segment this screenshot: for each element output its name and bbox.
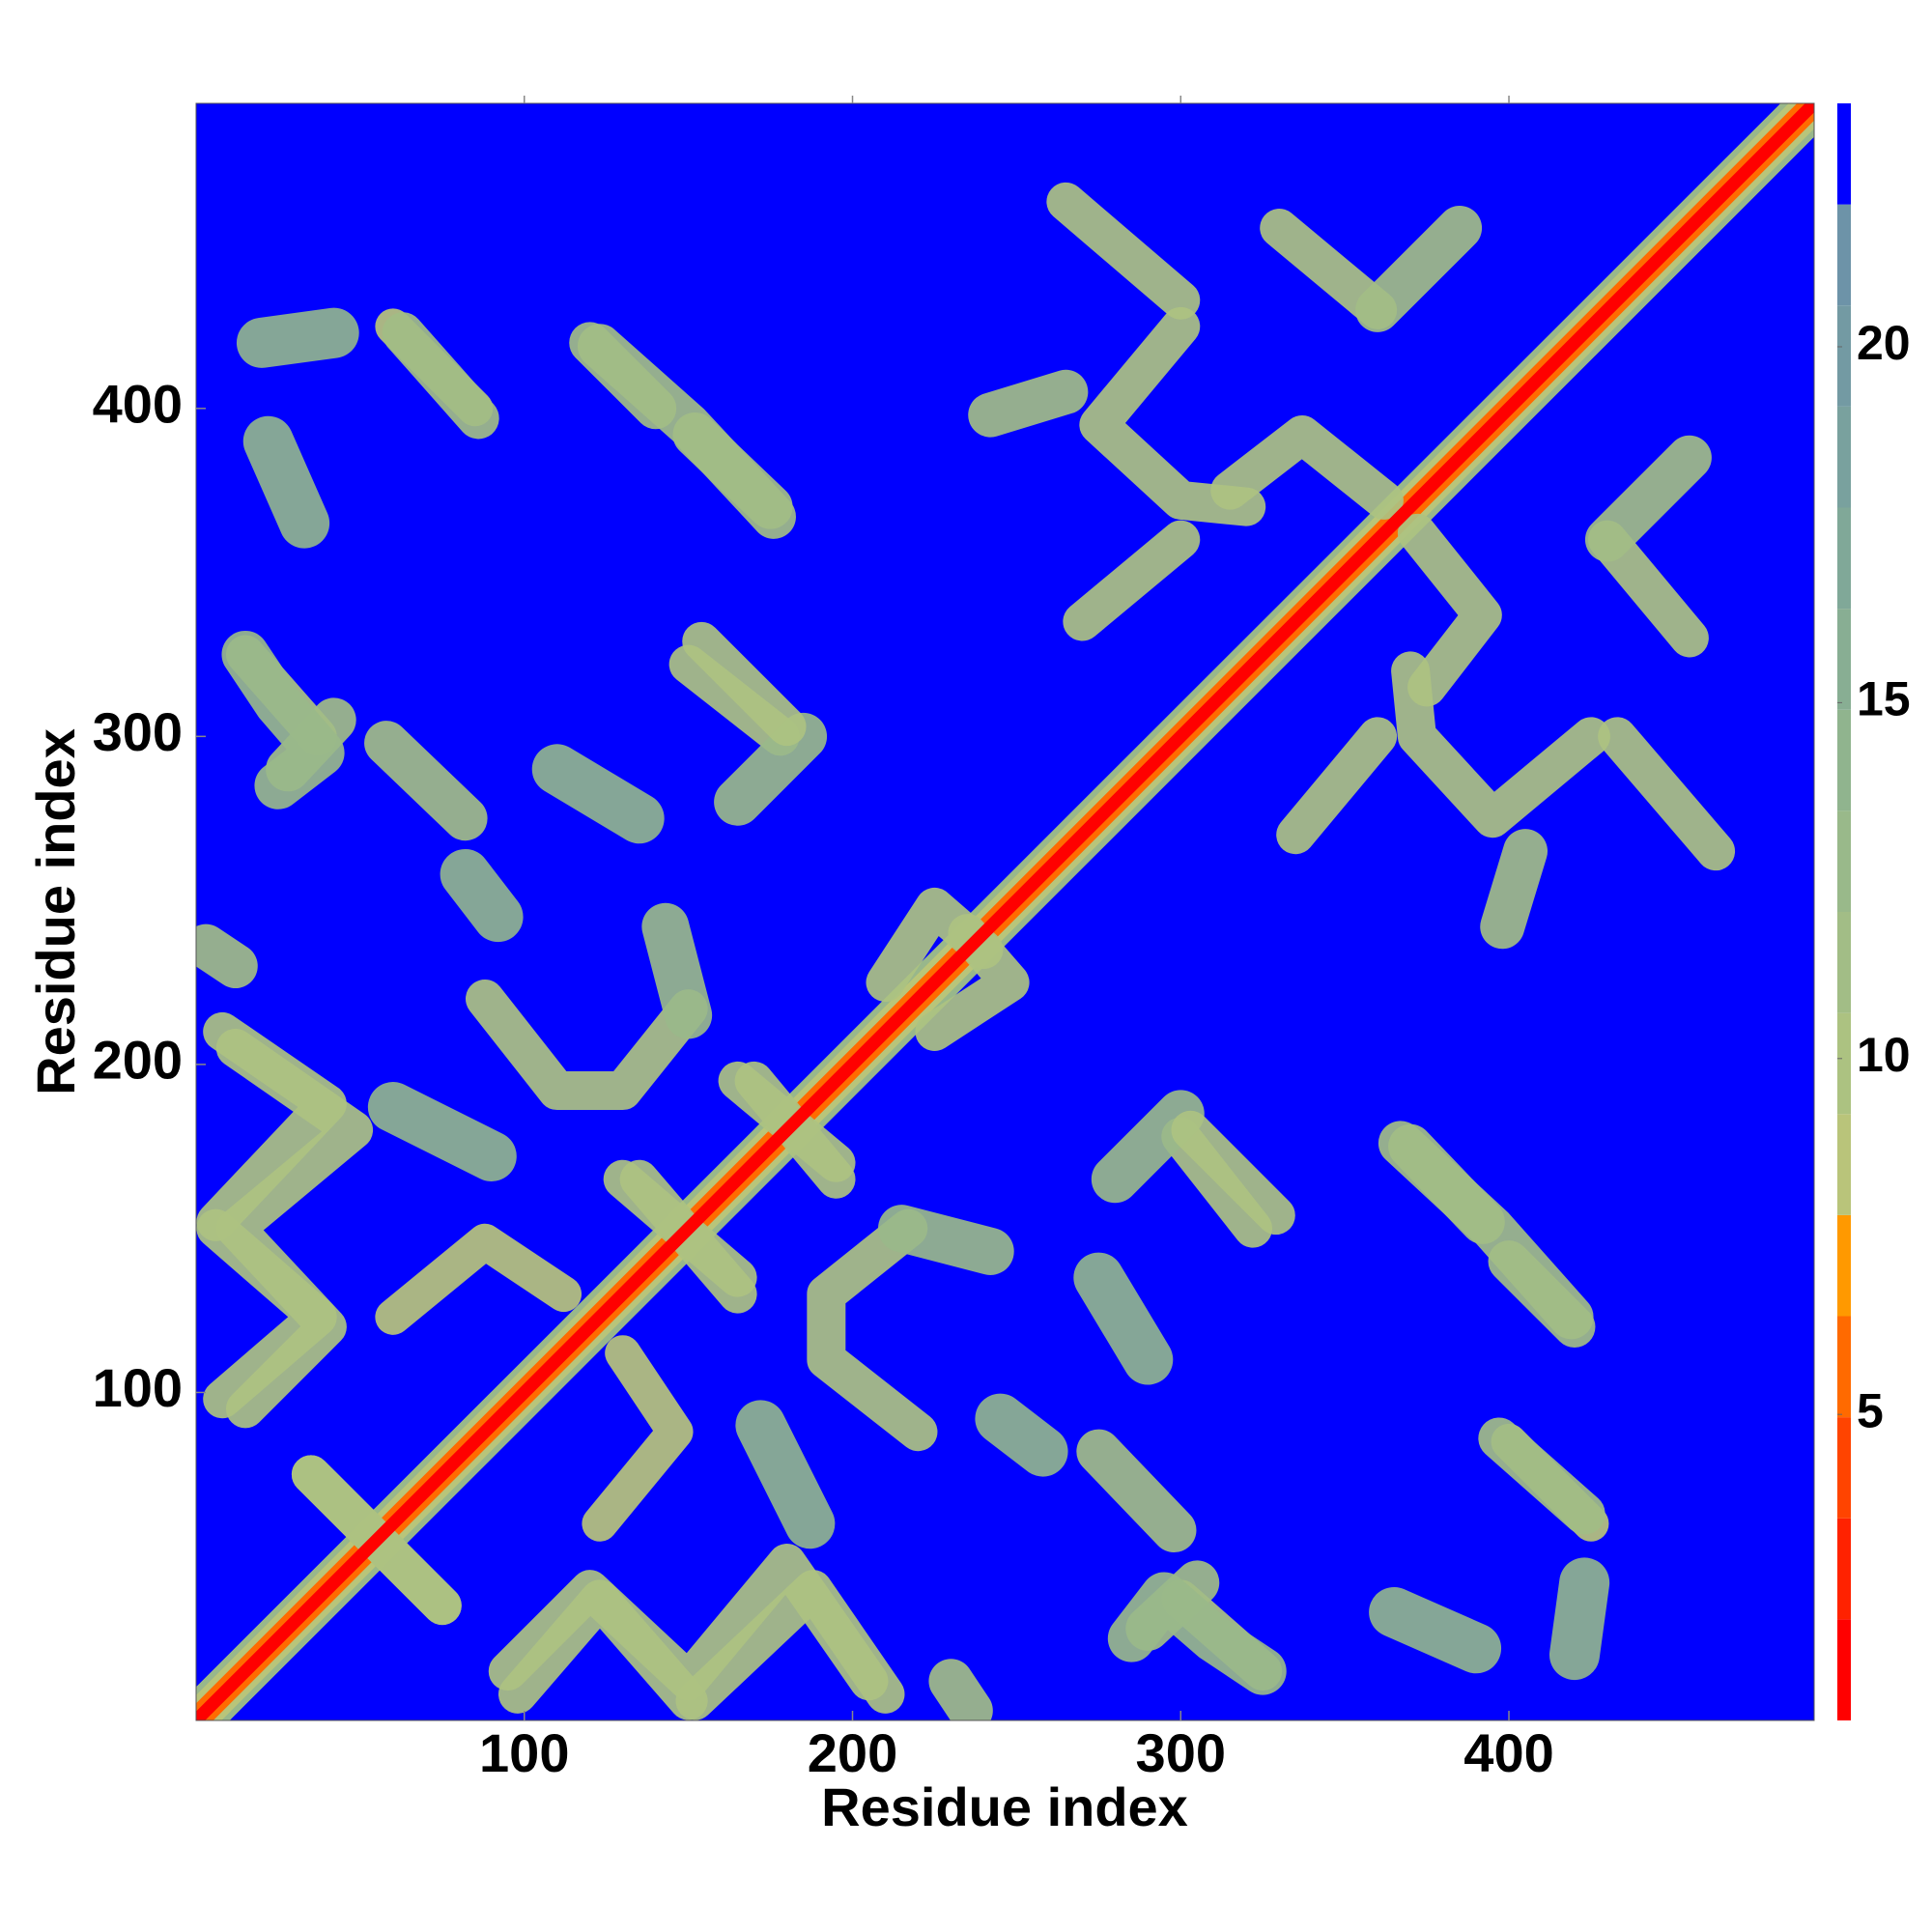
contact-band bbox=[1355, 206, 1483, 332]
colorbar-segment bbox=[1837, 204, 1851, 306]
contact-band bbox=[1073, 1252, 1174, 1385]
contact-band bbox=[1076, 1429, 1197, 1553]
colorbar-segment bbox=[1837, 609, 1851, 710]
colorbar-segment bbox=[1837, 1417, 1851, 1519]
colorbar-segment bbox=[1837, 507, 1851, 610]
contact-band bbox=[1397, 513, 1502, 707]
contact-band bbox=[582, 1335, 694, 1542]
x-tick-label: 200 bbox=[808, 1722, 897, 1783]
contact-band bbox=[236, 307, 359, 368]
x-axis-title: Residue index bbox=[821, 1776, 1188, 1837]
contact-band bbox=[531, 744, 665, 844]
contact-band bbox=[577, 324, 796, 539]
colorbar-segment bbox=[1837, 709, 1851, 811]
colorbar-segment bbox=[1837, 1316, 1851, 1418]
contact-band bbox=[641, 902, 713, 1039]
contacts bbox=[196, 103, 1814, 1720]
contact-band bbox=[465, 979, 708, 1111]
colorbar-segment bbox=[1837, 1012, 1851, 1115]
contact-band bbox=[221, 630, 345, 810]
contact-band bbox=[1584, 435, 1712, 562]
y-tick-label: 300 bbox=[93, 701, 183, 762]
contact-band bbox=[1107, 1572, 1287, 1695]
y-tick-label: 200 bbox=[93, 1030, 183, 1091]
colorbar-segment bbox=[1837, 305, 1851, 407]
contact-band bbox=[1091, 1090, 1205, 1204]
contact-band bbox=[440, 848, 524, 943]
colorbar-segment bbox=[1837, 1619, 1851, 1720]
contact-band bbox=[1480, 829, 1548, 950]
contact-band bbox=[488, 1544, 889, 1701]
x-tick-label: 300 bbox=[1136, 1722, 1226, 1783]
colorbar-tick-label: 5 bbox=[1857, 1383, 1884, 1437]
contact-band bbox=[1369, 1586, 1502, 1674]
colorbar-segment bbox=[1837, 1518, 1851, 1620]
colorbar-segment bbox=[1837, 103, 1851, 205]
colorbar-segment bbox=[1837, 810, 1851, 912]
colorbar-tick-label: 15 bbox=[1857, 672, 1911, 726]
plot-frame bbox=[195, 102, 1815, 1721]
contact-band bbox=[1378, 1121, 1594, 1340]
contact-band bbox=[1210, 414, 1404, 520]
contact-band bbox=[242, 415, 330, 549]
colorbar-tick-label: 20 bbox=[1857, 316, 1911, 370]
colorbar-segment bbox=[1837, 1214, 1851, 1317]
contact-band bbox=[382, 312, 499, 440]
contact-band bbox=[375, 1223, 582, 1335]
contact-band bbox=[877, 1205, 1014, 1275]
contact-band bbox=[975, 1393, 1068, 1477]
contact-band bbox=[196, 923, 258, 989]
contact-band bbox=[1391, 651, 1610, 838]
contact-band bbox=[1276, 717, 1398, 855]
contact-band bbox=[1598, 717, 1736, 871]
contact-band bbox=[682, 621, 807, 747]
colorbar-tick-label: 10 bbox=[1857, 1028, 1911, 1082]
contact-band bbox=[196, 103, 1814, 1720]
contact-band bbox=[215, 1028, 374, 1429]
contact-band bbox=[928, 1659, 993, 1720]
contact-band bbox=[735, 1400, 836, 1549]
contact-band bbox=[1548, 1557, 1610, 1681]
y-tick-label: 100 bbox=[93, 1357, 183, 1418]
y-axis-title: Residue index bbox=[25, 728, 86, 1095]
contact-band bbox=[714, 712, 828, 826]
x-tick-label: 100 bbox=[479, 1722, 569, 1783]
contact-band bbox=[1046, 182, 1201, 320]
contact-band bbox=[1079, 306, 1266, 526]
y-tick-label: 400 bbox=[93, 374, 183, 435]
colorbar-segment bbox=[1837, 1114, 1851, 1215]
contact-band bbox=[915, 914, 1030, 1051]
contact-band bbox=[1478, 1417, 1605, 1535]
contact-band bbox=[1171, 1110, 1295, 1236]
contact-band bbox=[367, 1082, 517, 1181]
colorbar-segment bbox=[1837, 912, 1851, 1013]
contact-band bbox=[968, 369, 1089, 438]
contact-band bbox=[364, 721, 488, 841]
contact-band bbox=[807, 1208, 938, 1452]
colorbar-segment bbox=[1837, 406, 1851, 508]
contact-band bbox=[1063, 520, 1201, 641]
x-tick-label: 400 bbox=[1463, 1722, 1553, 1783]
